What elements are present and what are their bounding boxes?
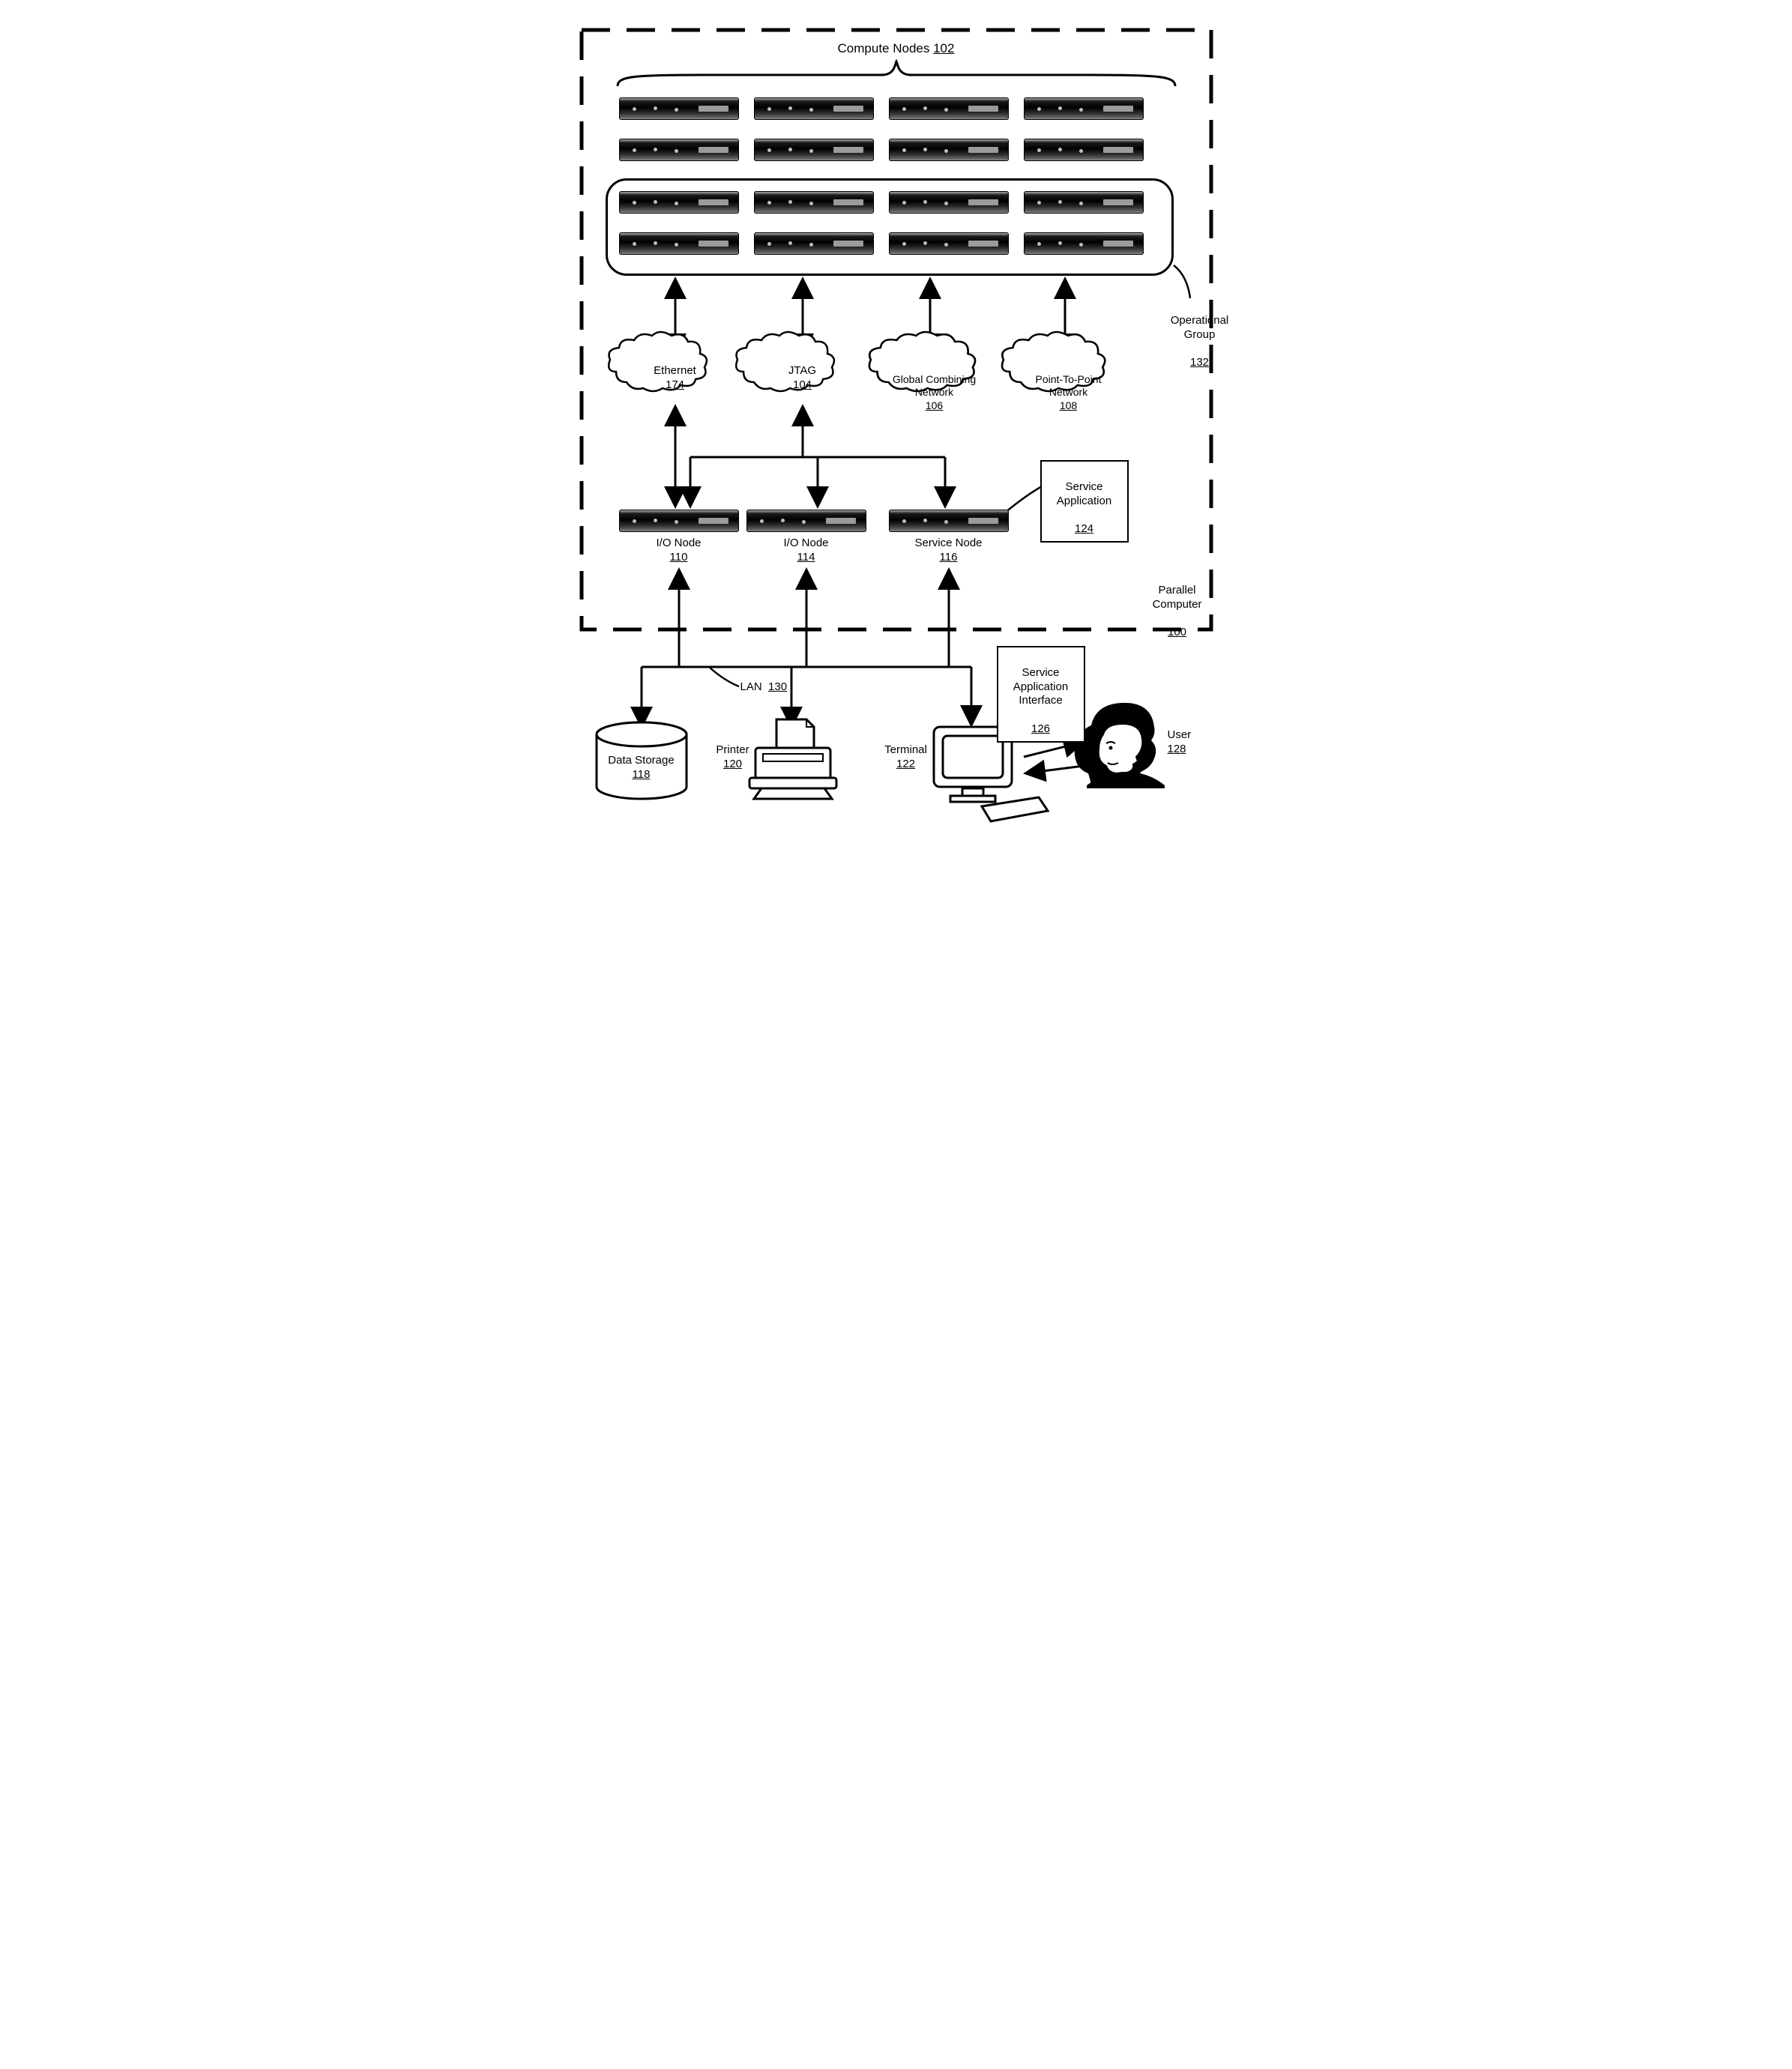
compute-nodes-text: Compute Nodes xyxy=(838,41,930,55)
ptp-label: Point-To-Point Network 108 xyxy=(1016,360,1121,412)
lan-label: LAN 130 xyxy=(740,680,815,695)
svc-ref: 116 xyxy=(940,551,958,564)
jtag-text: JTAG xyxy=(788,364,816,377)
io-node-2 xyxy=(746,510,866,532)
ethernet-ref: 174 xyxy=(666,378,684,391)
compute-node xyxy=(1024,139,1144,161)
compute-node xyxy=(1024,232,1144,255)
storage-label: Data Storage 118 xyxy=(597,754,687,782)
ethernet-label: Ethernet 174 xyxy=(633,364,718,393)
compute-node xyxy=(1024,191,1144,214)
parallel-computer-text: Parallel Computer xyxy=(1153,584,1202,611)
jtag-ref: 104 xyxy=(793,378,812,391)
user-ref: 128 xyxy=(1168,743,1186,755)
printer-ref: 120 xyxy=(723,758,742,770)
user-label: User 128 xyxy=(1168,728,1220,757)
operational-group-ref: 132 xyxy=(1190,356,1209,369)
ptp-text: Point-To-Point Network xyxy=(1036,373,1102,399)
service-application-text: Service Application xyxy=(1057,480,1111,507)
io1-ref: 110 xyxy=(670,551,688,564)
compute-node xyxy=(889,139,1009,161)
compute-nodes-brace xyxy=(618,61,1175,86)
compute-node xyxy=(619,97,739,120)
io1-text: I/O Node xyxy=(656,537,701,549)
storage-ref: 118 xyxy=(633,768,651,781)
io2-text: I/O Node xyxy=(783,537,828,549)
ethernet-text: Ethernet xyxy=(654,364,696,377)
terminal-ref: 122 xyxy=(896,758,915,770)
compute-node xyxy=(889,97,1009,120)
printer-text: Printer xyxy=(716,743,749,756)
compute-nodes-title: Compute Nodes 102 xyxy=(821,40,971,56)
io2-label: I/O Node 114 xyxy=(746,537,866,565)
compute-node xyxy=(754,97,874,120)
jtag-label: JTAG 104 xyxy=(760,364,845,393)
compute-nodes-ref: 102 xyxy=(933,41,954,55)
combining-ref: 106 xyxy=(926,399,943,411)
user-text: User xyxy=(1168,728,1192,741)
service-application-box: Service Application 124 xyxy=(1040,460,1129,543)
service-application-interface-box: Service Application Interface 126 xyxy=(997,646,1085,743)
svc-label: Service Node 116 xyxy=(889,537,1009,565)
operational-group-label: Operational Group 132 xyxy=(1159,300,1241,370)
compute-node xyxy=(1024,97,1144,120)
service-application-ref: 124 xyxy=(1075,522,1093,535)
compute-node xyxy=(754,139,874,161)
svcapp-leader xyxy=(1005,486,1043,513)
compute-node xyxy=(619,191,739,214)
link-user-terminal xyxy=(1025,766,1084,773)
service-node xyxy=(889,510,1009,532)
compute-node xyxy=(889,232,1009,255)
ptp-ref: 108 xyxy=(1060,399,1077,411)
io-node-1 xyxy=(619,510,739,532)
printer-label: Printer 120 xyxy=(703,743,763,772)
io2-ref: 114 xyxy=(797,551,815,564)
parallel-computer-label: Parallel Computer 100 xyxy=(1136,570,1219,640)
operational-group-text: Operational Group xyxy=(1171,314,1229,341)
compute-node xyxy=(889,191,1009,214)
combining-text: Global Combining Network xyxy=(893,373,976,399)
ops-group-leader xyxy=(1174,265,1190,298)
lan-text: LAN xyxy=(740,680,762,693)
user-icon xyxy=(1074,703,1164,788)
lan-leader xyxy=(709,667,739,686)
compute-node xyxy=(619,139,739,161)
storage-text: Data Storage xyxy=(608,754,674,767)
compute-node xyxy=(754,191,874,214)
svcappif-ref: 126 xyxy=(1031,722,1050,735)
lan-ref: 130 xyxy=(768,680,787,693)
svcappif-text: Service Application Interface xyxy=(1013,666,1068,707)
svc-text: Service Node xyxy=(914,537,982,549)
compute-node xyxy=(754,232,874,255)
compute-node xyxy=(619,232,739,255)
diagram-canvas: Compute Nodes 102 Operational Group 132 … xyxy=(537,15,1256,839)
io1-label: I/O Node 110 xyxy=(619,537,739,565)
terminal-label: Terminal 122 xyxy=(872,743,940,772)
terminal-text: Terminal xyxy=(884,743,927,756)
combining-label: Global Combining Network 106 xyxy=(878,360,991,412)
parallel-computer-ref: 100 xyxy=(1168,626,1186,638)
